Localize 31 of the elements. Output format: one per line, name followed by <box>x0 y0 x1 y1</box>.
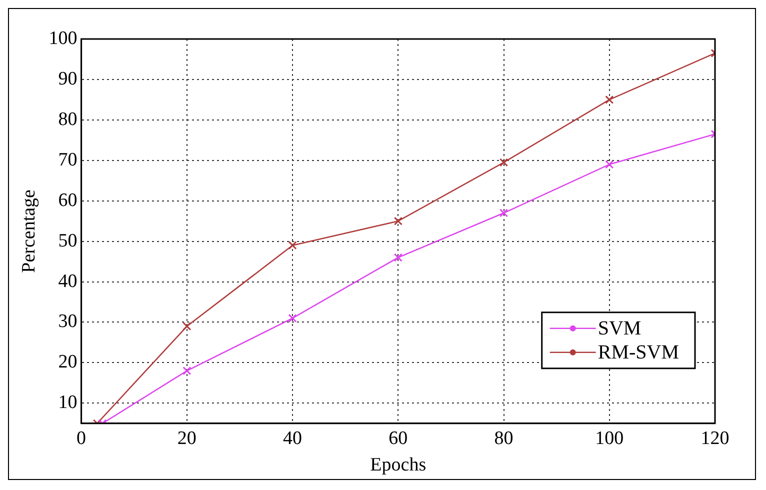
x-tick-label: 0 <box>76 428 86 449</box>
point <box>605 95 614 104</box>
point <box>182 322 192 331</box>
x-tick-label: 60 <box>388 428 408 449</box>
y-tick-label: 60 <box>58 190 78 211</box>
y-tick-label: 90 <box>58 68 78 90</box>
point <box>288 314 297 322</box>
point <box>605 160 614 169</box>
x-tick-label: 20 <box>177 428 196 449</box>
y-tick-label: 10 <box>58 392 78 414</box>
y-tick-label: 100 <box>48 28 78 49</box>
point <box>288 241 297 250</box>
point <box>394 253 402 262</box>
y-tick-label: 40 <box>58 270 78 292</box>
legend-label: RM-SVM <box>598 342 680 364</box>
y-tick-label: 80 <box>58 108 78 130</box>
y-tick-label: 30 <box>58 311 78 332</box>
x-tick-label: 40 <box>283 428 302 449</box>
y-tick-label: 50 <box>58 230 78 252</box>
y-tick-label: 70 <box>58 149 78 170</box>
y-axis-title: Percentage <box>18 190 40 273</box>
point <box>499 208 508 218</box>
x-tick-label: 100 <box>595 428 624 449</box>
x-tick-label: 80 <box>494 428 514 449</box>
point <box>499 158 508 167</box>
point <box>182 366 192 376</box>
point <box>394 216 402 226</box>
x-tick-label: 120 <box>700 428 730 449</box>
legend-label: SVM <box>598 318 642 340</box>
x-axis-title: Epochs <box>370 454 426 476</box>
y-tick-label: 20 <box>58 352 78 373</box>
